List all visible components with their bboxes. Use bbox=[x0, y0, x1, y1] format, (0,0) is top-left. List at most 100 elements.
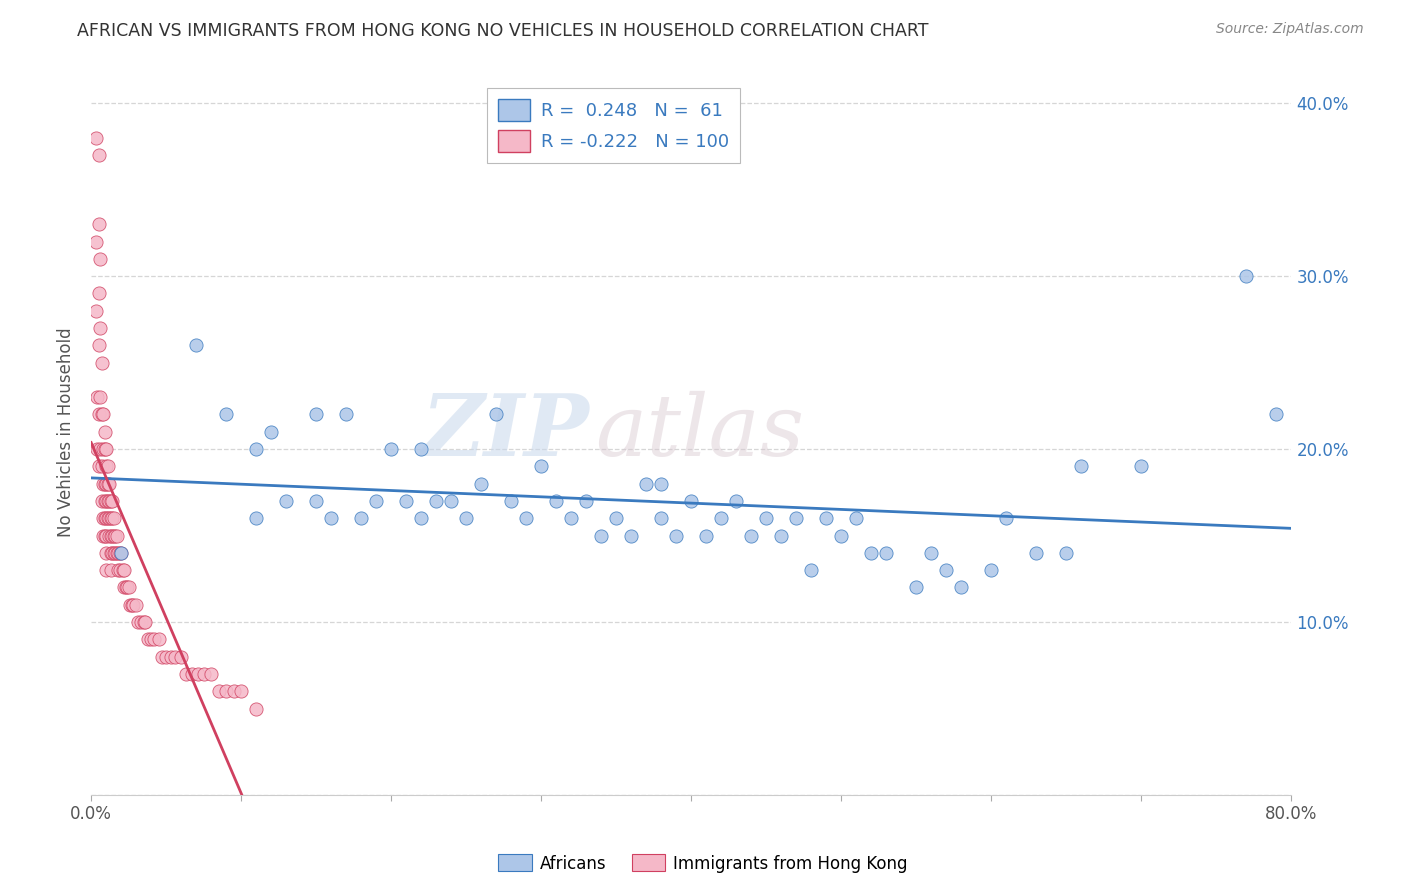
Point bbox=[93, 511, 115, 525]
Point bbox=[710, 511, 733, 525]
Point bbox=[515, 511, 537, 525]
Point bbox=[920, 546, 942, 560]
Text: atlas: atlas bbox=[595, 391, 804, 473]
Point bbox=[470, 476, 492, 491]
Point bbox=[86, 390, 108, 404]
Point bbox=[215, 684, 238, 698]
Point bbox=[950, 581, 973, 595]
Point bbox=[89, 321, 111, 335]
Point bbox=[101, 511, 124, 525]
Point bbox=[740, 528, 762, 542]
Point bbox=[411, 511, 433, 525]
Point bbox=[96, 511, 118, 525]
Text: Source: ZipAtlas.com: Source: ZipAtlas.com bbox=[1216, 22, 1364, 37]
Point bbox=[245, 442, 267, 456]
Point bbox=[103, 528, 125, 542]
Point bbox=[440, 494, 463, 508]
Point bbox=[485, 408, 508, 422]
Legend: Africans, Immigrants from Hong Kong: Africans, Immigrants from Hong Kong bbox=[492, 847, 914, 880]
Point bbox=[84, 130, 107, 145]
Point bbox=[104, 528, 127, 542]
Point bbox=[935, 563, 957, 577]
Point bbox=[100, 546, 122, 560]
Point bbox=[84, 303, 107, 318]
Point bbox=[91, 442, 114, 456]
Point bbox=[98, 494, 121, 508]
Point bbox=[605, 511, 627, 525]
Point bbox=[91, 408, 114, 422]
Point bbox=[366, 494, 388, 508]
Point bbox=[321, 511, 343, 525]
Point bbox=[93, 476, 115, 491]
Point bbox=[755, 511, 778, 525]
Point bbox=[103, 511, 125, 525]
Point bbox=[980, 563, 1002, 577]
Point bbox=[98, 511, 121, 525]
Point bbox=[395, 494, 418, 508]
Point bbox=[129, 615, 152, 629]
Point bbox=[231, 684, 253, 698]
Point bbox=[120, 598, 142, 612]
Point bbox=[1236, 269, 1258, 284]
Point bbox=[305, 494, 328, 508]
Point bbox=[530, 459, 553, 474]
Point bbox=[546, 494, 568, 508]
Point bbox=[112, 581, 135, 595]
Point bbox=[96, 494, 118, 508]
Point bbox=[159, 649, 181, 664]
Point bbox=[905, 581, 928, 595]
Point bbox=[785, 511, 807, 525]
Point bbox=[112, 563, 135, 577]
Point bbox=[108, 546, 131, 560]
Point bbox=[501, 494, 523, 508]
Point bbox=[193, 667, 215, 681]
Point bbox=[1265, 408, 1288, 422]
Point bbox=[665, 528, 688, 542]
Point bbox=[845, 511, 868, 525]
Point bbox=[114, 581, 136, 595]
Point bbox=[136, 632, 159, 647]
Point bbox=[96, 528, 118, 542]
Point bbox=[134, 615, 156, 629]
Point bbox=[425, 494, 447, 508]
Point bbox=[875, 546, 897, 560]
Point bbox=[591, 528, 613, 542]
Point bbox=[84, 235, 107, 249]
Text: ZIP: ZIP bbox=[422, 390, 589, 474]
Point bbox=[90, 408, 112, 422]
Point bbox=[93, 494, 115, 508]
Point bbox=[101, 494, 124, 508]
Point bbox=[115, 581, 138, 595]
Point bbox=[200, 667, 222, 681]
Point bbox=[91, 528, 114, 542]
Point bbox=[97, 494, 120, 508]
Point bbox=[335, 408, 357, 422]
Point bbox=[98, 528, 121, 542]
Point bbox=[122, 598, 145, 612]
Point bbox=[100, 563, 122, 577]
Point bbox=[89, 390, 111, 404]
Point bbox=[91, 511, 114, 525]
Point bbox=[815, 511, 838, 525]
Point bbox=[110, 546, 132, 560]
Point bbox=[636, 476, 658, 491]
Point bbox=[222, 684, 245, 698]
Point bbox=[100, 528, 122, 542]
Text: AFRICAN VS IMMIGRANTS FROM HONG KONG NO VEHICLES IN HOUSEHOLD CORRELATION CHART: AFRICAN VS IMMIGRANTS FROM HONG KONG NO … bbox=[77, 22, 929, 40]
Point bbox=[96, 563, 118, 577]
Point bbox=[100, 494, 122, 508]
Point bbox=[174, 667, 197, 681]
Point bbox=[93, 528, 115, 542]
Point bbox=[560, 511, 582, 525]
Point bbox=[97, 511, 120, 525]
Point bbox=[1130, 459, 1153, 474]
Point bbox=[87, 408, 110, 422]
Point bbox=[245, 511, 267, 525]
Point bbox=[1025, 546, 1047, 560]
Point bbox=[620, 528, 643, 542]
Point bbox=[90, 355, 112, 369]
Point bbox=[87, 338, 110, 352]
Point bbox=[108, 563, 131, 577]
Point bbox=[575, 494, 598, 508]
Point bbox=[107, 546, 129, 560]
